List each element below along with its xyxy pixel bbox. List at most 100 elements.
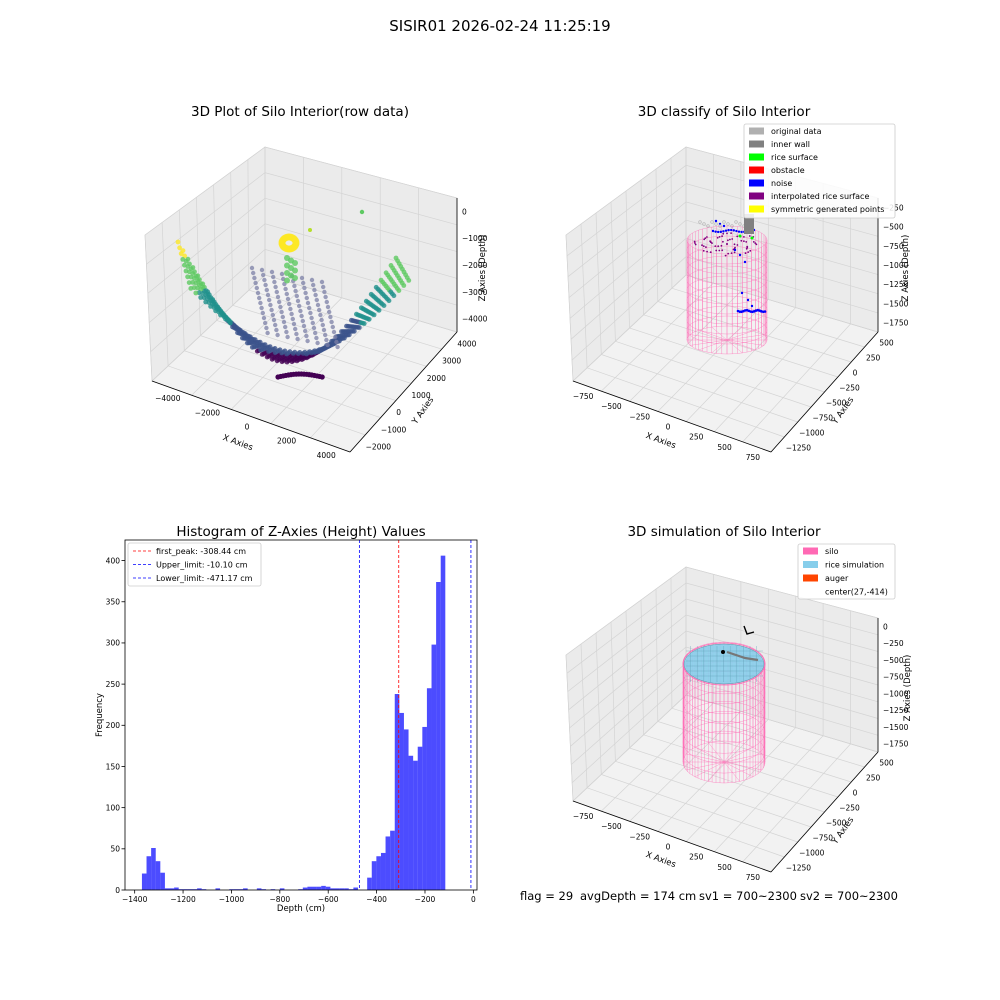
raw-point (310, 320, 315, 326)
interpolated-rice-point (716, 236, 719, 239)
original-data-point (698, 220, 702, 224)
y-tick-label: −250 (839, 384, 860, 393)
legend-label: silo (825, 547, 839, 556)
rice-surface-point (750, 236, 754, 240)
raw-point (275, 294, 281, 300)
raw-point (265, 292, 271, 298)
raw-point (208, 304, 214, 309)
simulation-legend: silo rice simulation auger center(27,-414) (797, 543, 896, 600)
z-tick-label: −1250 (883, 706, 909, 715)
x-tick-label: −500 (601, 402, 622, 411)
silo-floor-line (726, 339, 743, 354)
histogram-bar (238, 889, 244, 890)
noise-point (750, 304, 754, 308)
histogram-bars (141, 555, 446, 890)
raw-point (284, 291, 289, 297)
raw-point (177, 245, 183, 251)
raw-point (283, 324, 288, 330)
raw-point (255, 290, 261, 296)
interpolated-rice-point (718, 249, 721, 252)
z-tick-label: −1000 (883, 261, 909, 270)
classify-legend: original data inner wall rice surface obsta… (743, 123, 896, 219)
histogram-bar (426, 688, 432, 890)
histogram-bar (187, 889, 193, 890)
raw-point (303, 328, 308, 334)
noise-point (711, 229, 715, 233)
noise-point (719, 230, 722, 234)
raw-point (287, 301, 292, 307)
histogram-bar (367, 877, 372, 890)
x-axis-line (151, 380, 351, 453)
raw-point (263, 282, 268, 288)
silo-floor-line (711, 326, 728, 341)
raw-point (317, 307, 322, 313)
z-tick-label: −250 (883, 639, 904, 648)
z-tick-label: −1500 (883, 299, 909, 308)
raw-point (254, 285, 259, 291)
silo-ring (686, 285, 768, 315)
raw-point (285, 296, 291, 302)
histogram-bar (146, 856, 152, 890)
silo-floor-line (689, 339, 728, 346)
histogram-panel: Histogram of Z-Axies (Height) Values −14… (95, 524, 478, 914)
classify-z-axis-label: Z Axies (Depth) (901, 235, 911, 302)
raw-point (257, 339, 263, 345)
raw-point (284, 277, 290, 284)
raw-point (315, 302, 321, 308)
z-tick-label: −1750 (883, 740, 909, 749)
center-marker (721, 650, 725, 654)
raw-point (319, 317, 324, 323)
raw-point (274, 327, 279, 333)
raw-point (327, 309, 332, 315)
rice-surface-point (738, 234, 742, 238)
legend-swatch (749, 192, 764, 200)
raw-point (293, 326, 298, 332)
silo-ring (686, 235, 768, 265)
legend-label: rice surface (771, 153, 818, 162)
raw-point (291, 321, 297, 327)
classify-tick-labels: −750 −500 −250 0 250 500 750 −1250 −1000 −750 −500… (573, 204, 909, 462)
legend-label: interpolated rice surface (771, 192, 869, 201)
silo-ring (686, 245, 768, 275)
raw-point (178, 251, 184, 256)
z-grid-line (148, 223, 458, 323)
raw-point (322, 289, 327, 295)
raw-point (298, 308, 303, 314)
z-tick-label: 0 (883, 622, 888, 631)
raw-point (321, 327, 327, 333)
histogram-bar (174, 887, 179, 890)
histogram-legend: first_peak: -308.44 cm Upper_limit: -10.1… (127, 542, 262, 587)
y-axis-line (770, 751, 879, 873)
raw-point (314, 297, 319, 303)
y-tick-label: −1250 (786, 444, 812, 453)
noise-point (722, 230, 725, 233)
histogram-bar (151, 848, 156, 890)
x-tick-label: 500 (717, 863, 732, 872)
histogram-bar (155, 861, 161, 890)
raw-point (264, 287, 269, 293)
histogram-bar (302, 887, 308, 890)
interpolated-rice-point (727, 239, 729, 242)
raw-point (361, 321, 367, 326)
histogram-bar (436, 582, 441, 890)
y-axis-line (770, 331, 879, 453)
interpolated-rice-point (718, 236, 721, 238)
x-tick-label: −1000 (219, 895, 245, 904)
y-tick-label: 500 (879, 339, 894, 348)
interpolated-rice-point (721, 235, 723, 238)
histogram-bar (256, 888, 262, 890)
interpolated-rice-point (730, 252, 733, 255)
raw-point (228, 320, 233, 326)
silo-floor-line (708, 742, 725, 763)
raw-point (275, 332, 280, 338)
y-tick-label: 4000 (457, 340, 476, 349)
noise-point (724, 229, 728, 232)
x-tick-label: −500 (601, 822, 622, 831)
noise-point (727, 228, 730, 232)
silo-floor-line (698, 339, 728, 351)
x-tick-label: −750 (573, 812, 594, 821)
histogram-bar (270, 889, 276, 890)
raw-point (311, 282, 316, 288)
interpolated-rice-point (722, 240, 724, 243)
